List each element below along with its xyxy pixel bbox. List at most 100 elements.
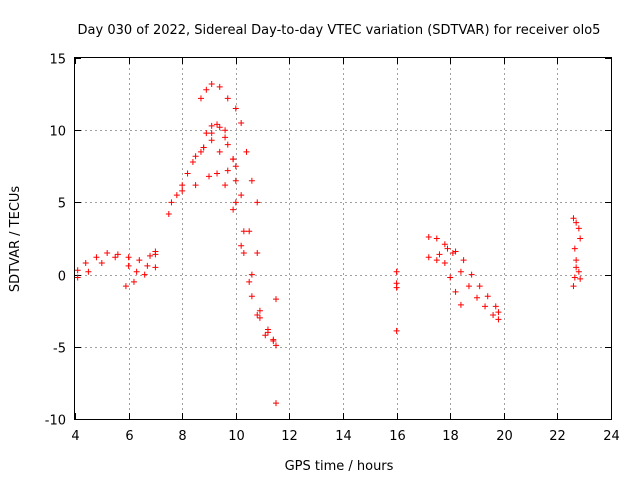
series-arc-b	[74, 251, 159, 281]
data-point	[495, 316, 502, 323]
data-point	[230, 156, 237, 163]
data-point	[248, 177, 255, 184]
data-point	[114, 251, 121, 258]
data-point	[74, 274, 81, 281]
data-point	[573, 219, 580, 226]
data-point	[577, 235, 584, 242]
data-point	[224, 167, 231, 174]
data-point	[232, 177, 239, 184]
data-point	[256, 314, 263, 321]
data-point	[179, 187, 186, 194]
data-point	[484, 293, 491, 300]
series-arc-f	[179, 170, 277, 345]
data-point	[449, 249, 456, 256]
data-point	[98, 260, 105, 267]
series-arc-i	[222, 127, 261, 256]
data-point	[465, 283, 472, 290]
y-axis-ticks: 15 10 5 0 -5 -10	[45, 53, 611, 429]
data-point	[570, 283, 577, 290]
data-point	[125, 254, 132, 261]
data-point	[393, 327, 400, 334]
data-point	[136, 257, 143, 264]
data-point	[441, 260, 448, 267]
data-point	[457, 301, 464, 308]
data-point	[248, 271, 255, 278]
series-arc-m	[425, 254, 464, 308]
data-point	[246, 278, 253, 285]
data-point	[425, 254, 432, 261]
x-axis-ticks: 4 6 8 10 12 14 16 18 20 22 24	[71, 58, 620, 444]
data-point	[197, 148, 204, 155]
data-point	[133, 268, 140, 275]
data-point	[214, 121, 221, 128]
data-point	[571, 274, 578, 281]
x-tick-label: 14	[335, 429, 352, 444]
data-point	[222, 134, 229, 141]
data-point	[179, 182, 186, 189]
y-tick-label: 5	[58, 197, 66, 212]
data-point	[240, 228, 247, 235]
data-point	[216, 124, 223, 131]
data-point	[222, 182, 229, 189]
data-point	[447, 274, 454, 281]
data-point	[208, 137, 215, 144]
data-point	[152, 264, 159, 271]
data-point	[393, 268, 400, 275]
data-point	[254, 199, 261, 206]
data-point	[444, 245, 451, 252]
data-point	[165, 210, 172, 217]
data-point	[208, 80, 215, 87]
data-point	[436, 251, 443, 258]
data-point	[224, 95, 231, 102]
data-point	[468, 271, 475, 278]
y-tick-label: -5	[53, 342, 66, 357]
data-point	[192, 182, 199, 189]
data-point	[232, 163, 239, 170]
data-point	[125, 262, 132, 269]
data-point	[203, 86, 210, 93]
data-point	[571, 245, 578, 252]
data-point	[82, 260, 89, 267]
data-point	[474, 294, 480, 301]
data-point	[256, 307, 263, 314]
data-point	[224, 141, 231, 148]
data-point	[230, 206, 237, 213]
series-arc-c	[122, 264, 159, 290]
data-point	[173, 192, 180, 199]
data-point	[238, 242, 245, 249]
x-tick-label: 12	[281, 429, 298, 444]
data-point	[273, 296, 279, 303]
data-point	[575, 268, 582, 275]
data-point	[476, 283, 483, 290]
data-point	[492, 303, 499, 310]
data-point	[248, 293, 255, 300]
data-point	[238, 119, 245, 126]
x-axis-label: GPS time / hours	[285, 459, 394, 474]
data-point	[482, 303, 489, 310]
series-arc-q	[571, 245, 580, 264]
data-point	[573, 264, 580, 271]
data-point	[452, 288, 459, 295]
x-tick-label: 18	[442, 429, 459, 444]
data-point	[184, 170, 191, 177]
data-point	[232, 199, 239, 206]
y-tick-label: -10	[45, 414, 66, 429]
x-tick-label: 22	[549, 429, 566, 444]
y-tick-label: 15	[49, 53, 66, 68]
series-arc-j	[273, 296, 279, 407]
data-point	[573, 257, 580, 264]
data-point	[168, 199, 175, 206]
series-arc-k	[393, 268, 400, 334]
series-arc-p	[570, 264, 584, 290]
data-point	[216, 148, 223, 155]
data-point	[203, 130, 210, 137]
data-point	[254, 249, 261, 256]
data-point	[197, 95, 204, 102]
data-point	[141, 271, 148, 278]
data-point	[216, 83, 223, 90]
series-arc-o	[570, 215, 584, 242]
data-point	[262, 332, 269, 339]
data-point	[575, 225, 582, 232]
data-point	[460, 257, 467, 264]
